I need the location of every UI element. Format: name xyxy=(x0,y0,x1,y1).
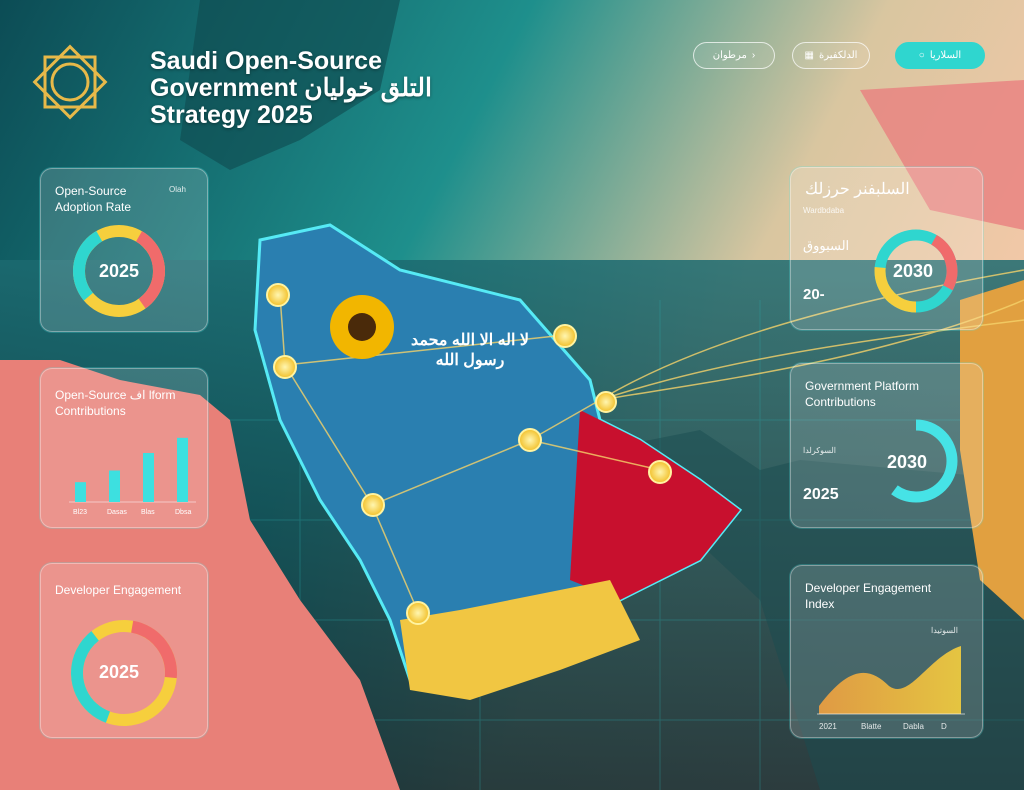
card-label: السبووق xyxy=(803,238,850,253)
card-value: 20- xyxy=(803,286,825,303)
x-tick-label: 2021 xyxy=(819,722,837,731)
map-node-markers xyxy=(266,283,672,625)
card-tag: Olah xyxy=(169,185,186,194)
card-title: Government Platform Contributions xyxy=(805,379,920,409)
card-title: Open-Source اف lform Contributions xyxy=(55,388,176,418)
calendar-icon: ▦ xyxy=(804,50,814,61)
page-title: Saudi Open-Source Government التلق خوليا… xyxy=(150,48,432,129)
logo-emblem-icon xyxy=(32,44,108,120)
toolbar-button-3[interactable]: ○ السلاريا xyxy=(895,42,985,69)
contributions-card: Open-Source اف lform Contributions Bl23 D… xyxy=(40,368,208,528)
adoption-rate-card: Open-Source Adoption Rate Olah 2025 xyxy=(40,168,208,332)
donut-center-label: 2025 xyxy=(99,662,140,682)
x-tick-label: Dabla xyxy=(903,722,924,731)
bar xyxy=(75,482,86,502)
card-title: Developer Engagement xyxy=(55,583,182,597)
area-series xyxy=(819,646,961,714)
donut-chart xyxy=(71,620,177,726)
flag-inscription: لا اله الا الله محمد رسول الله xyxy=(410,332,530,369)
developer-engagement-card: Developer Engagement 2025 xyxy=(40,563,208,738)
bar xyxy=(143,453,154,502)
donut-center-label: 2025 xyxy=(99,261,140,281)
strategy-card: السلبفنر حرزلك Wardbdaba السبووق 20- 203… xyxy=(790,167,983,330)
ring-center-label: 2030 xyxy=(887,452,928,472)
donut-chart xyxy=(73,225,165,317)
x-tick-label: Dasas xyxy=(107,509,127,516)
toolbar-button-1[interactable]: مرطوان › xyxy=(693,42,775,69)
x-tick-label: Dbsa xyxy=(175,509,191,516)
x-tick-label: Bl23 xyxy=(73,509,87,516)
bar xyxy=(109,470,120,502)
card-title: السلبفنر حرزلك xyxy=(805,181,910,198)
x-tick-label: Blatte xyxy=(861,722,882,731)
circle-icon: ○ xyxy=(918,50,925,61)
card-label: السوتيدا xyxy=(931,626,958,635)
sunflower-icon xyxy=(330,295,394,359)
donut-center-label: 2030 xyxy=(893,261,934,281)
toolbar-button-2[interactable]: ▦ الدلكفيرة xyxy=(792,42,870,69)
card-label: السوكرلدا xyxy=(803,446,837,455)
x-tick-label: Blas xyxy=(141,509,155,516)
button-label: مرطوان xyxy=(712,50,747,61)
button-label: الدلكفيرة xyxy=(818,50,858,61)
card-value: 2025 xyxy=(803,486,839,503)
button-label: السلاريا xyxy=(929,50,962,61)
donut-chart xyxy=(874,229,958,313)
platform-contributions-card: Government Platform Contributions السوكر… xyxy=(790,363,983,528)
engagement-index-card: Developer Engagement Index السوتيدا 2021… xyxy=(790,565,983,738)
x-tick-label: D xyxy=(941,722,947,731)
progress-ring xyxy=(874,419,958,503)
title-line-1: Saudi Open-Source xyxy=(150,47,382,75)
card-title: Open-Source Adoption Rate xyxy=(55,184,132,214)
title-line-3: Strategy 2025 xyxy=(150,101,313,129)
chevron-icon: › xyxy=(751,50,756,61)
card-subtitle: Wardbdaba xyxy=(803,206,845,215)
title-line-2: Government التلق خوليان xyxy=(150,74,432,102)
area-chart xyxy=(817,646,965,715)
bar-chart: Bl23 Dasas Blas Dbsa xyxy=(69,437,196,516)
card-title: Developer Engagement Index xyxy=(805,581,932,611)
bar xyxy=(177,437,188,502)
